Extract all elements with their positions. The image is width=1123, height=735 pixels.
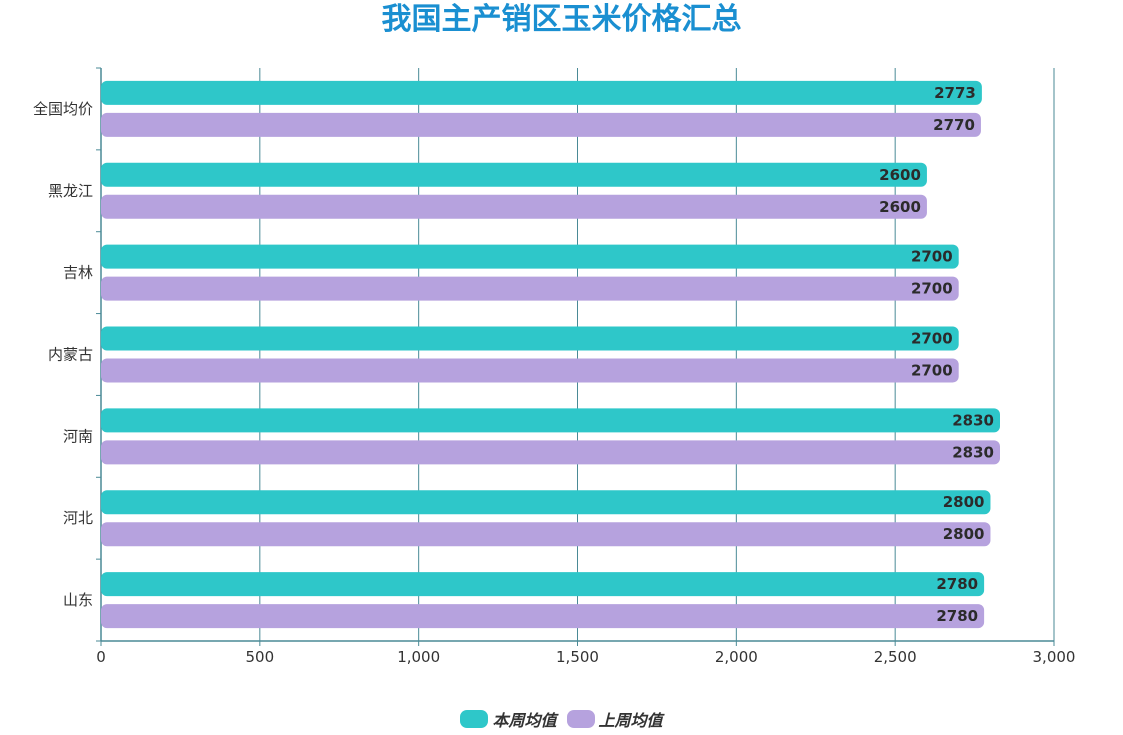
x-tick-label-5: 2,500 xyxy=(874,648,917,666)
bar-this-week-2 xyxy=(101,244,959,269)
bar-last-week-5 xyxy=(101,522,991,547)
x-tick-label-4: 2,000 xyxy=(715,648,758,666)
legend-item-last-week[interactable]: 上周均值 xyxy=(566,707,663,731)
bar-last-week-4 xyxy=(101,440,1000,465)
data-label-last-week-6: 2780 xyxy=(936,607,978,625)
bar-this-week-3 xyxy=(101,326,959,351)
category-label-3: 内蒙古 xyxy=(48,346,93,364)
data-label-last-week-5: 2800 xyxy=(943,525,985,543)
bar-this-week-4 xyxy=(101,408,1000,433)
bar-last-week-1 xyxy=(101,194,927,219)
bar-this-week-0 xyxy=(101,80,982,105)
category-label-4: 河南 xyxy=(63,427,93,445)
x-tick-label-1: 500 xyxy=(246,648,275,666)
x-tick-label-6: 3,000 xyxy=(1033,648,1076,666)
bar-this-week-6 xyxy=(101,572,985,597)
legend: 本周均值 上周均值 xyxy=(0,707,1123,731)
data-label-this-week-4: 2830 xyxy=(952,411,994,429)
legend-label-last-week: 上周均值 xyxy=(598,711,663,730)
bar-last-week-2 xyxy=(101,276,959,301)
x-tick-label-2: 1,000 xyxy=(397,648,440,666)
category-label-0: 全国均价 xyxy=(33,100,93,118)
data-label-this-week-3: 2700 xyxy=(911,330,953,348)
x-tick-label-0: 0 xyxy=(96,648,106,666)
bar-chart: 0 500 1,000 1,500 2,000 2,500 3,000 全国均价 2773 277… xyxy=(33,67,1076,666)
legend-swatch-this-week xyxy=(460,710,489,728)
bar-this-week-5 xyxy=(101,490,991,515)
bar-last-week-6 xyxy=(101,604,985,629)
legend-item-this-week[interactable]: 本周均值 xyxy=(460,707,557,731)
legend-label-this-week: 本周均值 xyxy=(492,711,557,730)
category-label-2: 吉林 xyxy=(63,264,93,282)
bar-last-week-0 xyxy=(101,112,981,137)
category-label-1: 黑龙江 xyxy=(48,182,93,200)
bar-last-week-3 xyxy=(101,358,959,383)
data-label-last-week-3: 2700 xyxy=(911,362,953,380)
data-label-last-week-0: 2770 xyxy=(933,116,975,134)
data-label-last-week-2: 2700 xyxy=(911,280,953,298)
data-label-this-week-6: 2780 xyxy=(936,575,978,593)
bar-this-week-1 xyxy=(101,162,927,187)
data-label-this-week-5: 2800 xyxy=(943,493,985,511)
chart-title: 我国主产销区玉米价格汇总 xyxy=(381,2,742,37)
data-label-this-week-0: 2773 xyxy=(934,84,976,102)
data-label-last-week-4: 2830 xyxy=(952,443,994,461)
category-label-5: 河北 xyxy=(63,509,93,527)
legend-swatch-last-week xyxy=(566,710,595,728)
category-label-6: 山东 xyxy=(63,591,93,609)
data-label-this-week-1: 2600 xyxy=(879,166,921,184)
x-tick-label-3: 1,500 xyxy=(556,648,599,666)
data-label-this-week-2: 2700 xyxy=(911,248,953,266)
data-label-last-week-1: 2600 xyxy=(879,198,921,216)
